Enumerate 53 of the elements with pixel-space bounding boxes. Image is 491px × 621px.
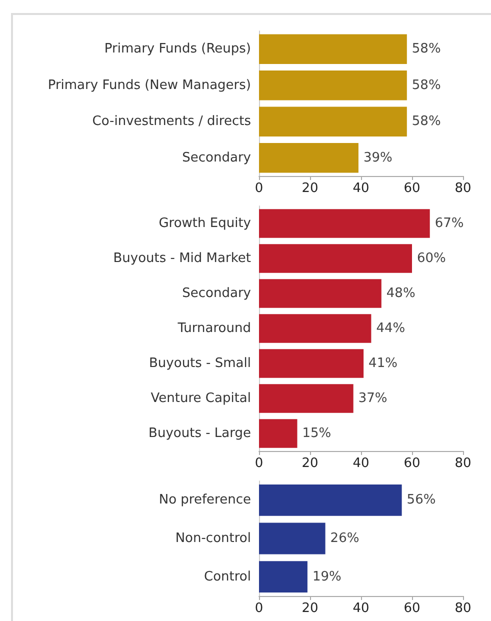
x-tick-label: 80 [454, 181, 472, 196]
y-tick-label: Buyouts - Small [149, 356, 251, 371]
data-label: 58% [412, 78, 441, 93]
x-tick-label: 80 [454, 601, 472, 616]
data-label: 26% [330, 531, 360, 546]
bar [259, 484, 402, 516]
data-label: 41% [368, 356, 398, 371]
x-tick-label: 0 [254, 601, 264, 616]
y-tick-label: Control [204, 569, 251, 584]
y-tick-label: Growth Equity [158, 216, 252, 231]
y-tick-label: Secondary [182, 286, 252, 301]
x-tick-label: 40 [352, 601, 370, 616]
data-label: 44% [376, 321, 406, 336]
x-tick-label: 80 [454, 456, 472, 471]
y-tick-label: Turnaround [176, 321, 251, 336]
bar [259, 349, 364, 378]
y-tick-label: Secondary [182, 150, 252, 166]
x-tick-label: 0 [254, 456, 264, 471]
y-tick-label: No preference [158, 492, 251, 508]
x-tick-label: 20 [302, 181, 318, 196]
bar [259, 209, 430, 238]
x-tick-label: 40 [352, 181, 370, 196]
y-tick-label: Co-investments / directs [92, 114, 252, 130]
data-label: 58% [412, 114, 441, 130]
y-tick-label: Primary Funds (New Managers) [48, 78, 251, 93]
data-label: 15% [302, 426, 332, 441]
data-label: 56% [406, 492, 436, 508]
y-tick-label: Primary Funds (Reups) [104, 42, 251, 57]
bar [259, 419, 298, 448]
data-label: 19% [312, 569, 342, 584]
bar [259, 314, 372, 343]
x-tick-label: 60 [404, 456, 420, 471]
x-tick-label: 20 [302, 601, 318, 616]
y-tick-label: Non-control [175, 531, 251, 546]
bar [259, 279, 382, 308]
bar [259, 384, 354, 413]
data-label: 60% [417, 251, 446, 266]
x-tick-label: 0 [254, 181, 264, 196]
bar [259, 561, 308, 593]
data-label: 67% [434, 216, 464, 231]
y-tick-label: Buyouts - Mid Market [113, 251, 251, 266]
data-label: 48% [386, 286, 416, 301]
x-tick-label: 60 [404, 181, 420, 196]
x-tick-label: 60 [404, 601, 420, 616]
x-tick-label: 40 [352, 456, 370, 471]
bar [259, 244, 412, 273]
data-label: 39% [363, 150, 392, 166]
y-tick-label: Venture Capital [150, 391, 251, 406]
bar [259, 522, 326, 554]
data-label: 37% [358, 391, 388, 406]
x-tick-label: 20 [302, 456, 318, 471]
data-label: 58% [412, 42, 441, 57]
y-tick-label: Buyouts - Large [148, 426, 251, 441]
